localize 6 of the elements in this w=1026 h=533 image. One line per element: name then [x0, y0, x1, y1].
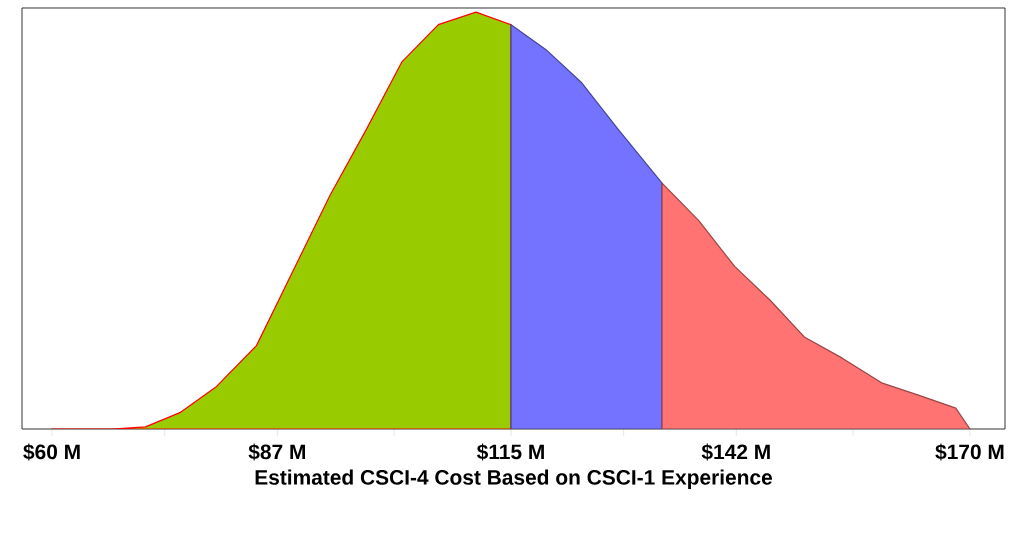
x-tick-label: $115 M	[476, 443, 544, 461]
x-axis-title: Estimated CSCI-4 Cost Based on CSCI-1 Experience	[255, 469, 773, 489]
x-tick-label: $60 M	[23, 443, 80, 461]
x-tick-label: $142 M	[701, 443, 770, 461]
x-tick-label: $170 M	[935, 443, 1004, 461]
x-tick-label: $87 M	[248, 443, 305, 461]
